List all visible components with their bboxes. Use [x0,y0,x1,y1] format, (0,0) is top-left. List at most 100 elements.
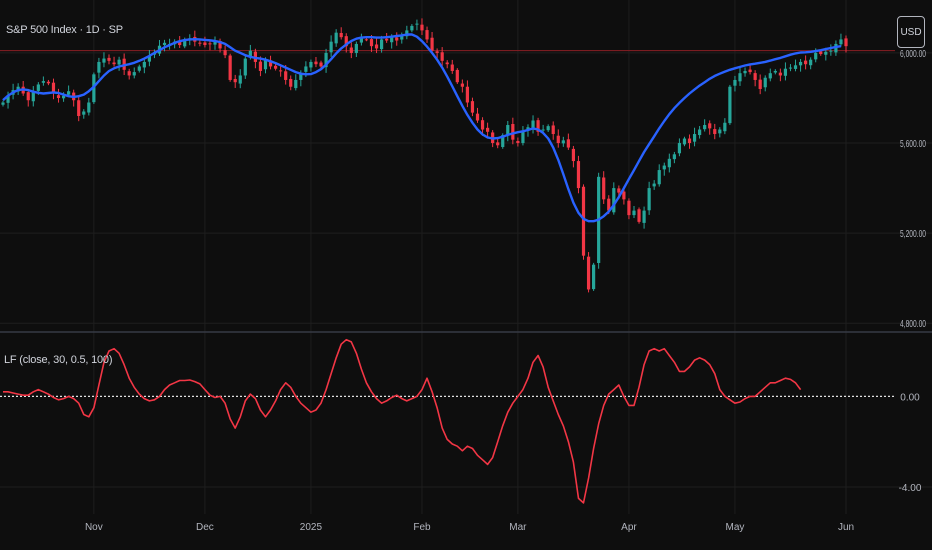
candle-body [294,79,298,89]
candle-body [627,200,631,216]
candle-body [612,188,616,213]
indicator-y-tick-label: 0.00 [900,392,920,403]
candle-body [299,73,303,80]
candle-body [581,186,586,256]
candle-body [344,36,348,47]
candle-body [97,61,101,73]
candle-body [738,73,742,82]
candle-body [485,127,490,132]
candle-body [329,41,333,53]
candle-body [31,91,35,102]
candle-body [622,191,626,200]
candle-body [829,50,833,52]
candle-body [768,73,772,79]
candle-body [657,170,661,185]
candle-body [708,123,712,129]
candle-body [501,135,505,147]
candle-body [385,38,389,41]
candle-body [460,83,464,87]
x-tick-label: 2025 [300,522,323,533]
candle-body [617,188,621,193]
candle-body [26,92,30,101]
candle-body [127,71,131,76]
candle-body [233,78,237,83]
candle-body [147,56,151,62]
candle-body [819,51,823,55]
candle-body [364,39,369,41]
candle-body [470,101,475,113]
candle-body [208,43,212,45]
x-tick-label: Dec [196,522,214,533]
currency-button[interactable]: USD [897,16,925,48]
candle-body [450,64,454,71]
indicator-y-tick-label: -4.00 [899,483,922,494]
candle-body [698,129,702,136]
y-tick-label: 5,200.00 [900,229,926,240]
candle-body [142,61,146,68]
candle-body [763,77,767,88]
candle-body [566,139,570,148]
candle-body [289,78,293,87]
candle-body [753,73,757,80]
candle-body [758,79,762,89]
candle-body [258,61,263,71]
candle-body [36,84,40,91]
candle-body [430,37,434,51]
candle-body [304,66,308,72]
candle-body [804,60,808,65]
candle-body [228,55,232,80]
candle-body [662,165,666,170]
x-tick-label: Feb [413,522,431,533]
candle-body [268,60,273,67]
candle-body [61,95,66,99]
candle-body [324,52,328,68]
candle-body [677,143,682,154]
candle-body [647,188,651,211]
candle-body [586,256,591,290]
candle-body [733,79,737,86]
candle-body [137,66,141,71]
candle-body [415,23,419,25]
grid-lines [0,0,932,514]
indicator-title[interactable]: LF (close, 30, 0.5, 100) [4,354,113,366]
y-tick-label: 6,000.00 [900,49,926,60]
axes: Nov Dec 2025 Feb Mar Apr May Jun 6,000.00 5,600.0… [85,49,926,533]
candle-body [511,124,515,140]
candle-body [809,59,813,66]
candle-body [778,72,782,76]
candle-body [576,161,581,189]
y-tick-label: 4,800.00 [900,319,926,330]
candle-body [56,95,61,98]
candle-body [359,38,364,43]
candle-body [334,32,338,44]
candle-body [798,61,803,66]
candle-body [102,58,106,63]
x-tick-label: Nov [85,522,103,533]
candle-body [319,62,323,67]
candle-body [748,69,752,73]
candle-body [672,154,676,160]
candle-body [369,39,374,47]
candle-body [77,100,81,117]
candle-body [410,25,414,31]
price-pane[interactable] [0,18,895,293]
candle-body [713,129,717,135]
candle-body [284,71,288,80]
candle-body [692,134,697,142]
candle-body [112,62,116,65]
candle-body [425,30,429,40]
candle-body [607,198,611,211]
candle-body [602,177,606,200]
indicator-pane[interactable] [0,338,895,504]
candle-body [46,81,51,84]
candle-body [400,34,404,40]
candle-body [41,81,45,83]
candle-body [703,125,707,130]
candle-body [178,40,182,46]
candle-body [420,24,424,31]
candle-body [273,65,278,69]
candle-body [788,67,793,69]
candle-body [642,210,646,223]
candle-body [475,113,480,121]
